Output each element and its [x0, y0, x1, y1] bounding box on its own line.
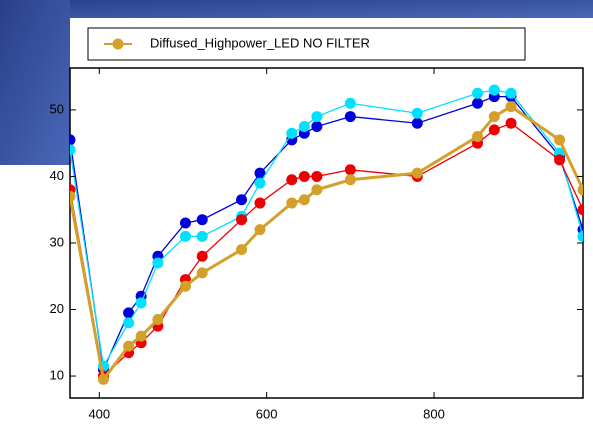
data-point	[488, 84, 500, 96]
data-point	[152, 257, 164, 269]
y-tick-label: 10	[50, 367, 64, 382]
data-point	[123, 307, 135, 319]
data-point	[286, 197, 298, 209]
data-point	[254, 197, 266, 209]
y-tick-label: 50	[50, 101, 64, 116]
data-point	[70, 134, 76, 146]
data-point	[311, 111, 323, 123]
data-point	[488, 124, 500, 136]
x-tick-label: 600	[256, 406, 278, 421]
data-point	[488, 111, 500, 123]
data-point	[298, 170, 310, 182]
data-point	[196, 230, 208, 242]
data-point	[236, 214, 248, 226]
data-point	[179, 230, 191, 242]
legend-marker	[112, 38, 124, 50]
legend-box	[87, 27, 526, 61]
data-point	[286, 127, 298, 139]
legend-label: Diffused_Highpower_LED NO FILTER	[150, 35, 370, 50]
data-point	[254, 167, 266, 179]
data-point	[577, 230, 583, 242]
data-point	[411, 167, 423, 179]
data-point	[577, 204, 583, 216]
x-tick-label: 400	[88, 406, 110, 421]
data-point	[411, 117, 423, 129]
data-point	[505, 87, 517, 99]
data-point	[311, 170, 323, 182]
data-point	[577, 184, 583, 196]
legend: Diffused_Highpower_LED NO FILTER	[87, 27, 526, 61]
data-point	[311, 121, 323, 133]
data-point	[254, 177, 266, 189]
data-point	[472, 131, 484, 143]
data-point	[344, 174, 356, 186]
data-point	[344, 164, 356, 176]
y-tick-label: 20	[50, 301, 64, 316]
data-point	[286, 174, 298, 186]
data-point	[196, 250, 208, 262]
x-tick-label: 800	[423, 406, 445, 421]
data-point	[236, 244, 248, 256]
data-point	[505, 117, 517, 129]
data-point	[70, 144, 76, 156]
data-point	[254, 224, 266, 236]
data-point	[298, 194, 310, 206]
background-strip	[0, 0, 593, 18]
data-point	[472, 87, 484, 99]
data-point	[179, 280, 191, 292]
data-point	[298, 121, 310, 133]
data-point	[123, 340, 135, 352]
data-point	[135, 297, 147, 309]
data-point	[344, 97, 356, 109]
data-point	[196, 214, 208, 226]
data-point	[554, 134, 566, 146]
data-point	[411, 107, 423, 119]
data-point	[123, 317, 135, 329]
data-point	[152, 313, 164, 325]
data-point	[311, 184, 323, 196]
y-tick-label: 40	[50, 168, 64, 183]
data-point	[135, 330, 147, 342]
plot-frame	[69, 67, 584, 399]
data-point	[505, 101, 517, 113]
data-point	[472, 97, 484, 109]
plot-area	[70, 84, 583, 385]
data-point	[70, 190, 76, 202]
data-point	[196, 267, 208, 279]
data-point	[97, 373, 109, 385]
background-panel	[0, 0, 70, 165]
data-point	[179, 217, 191, 229]
data-point	[554, 154, 566, 166]
y-tick-label: 30	[50, 234, 64, 249]
data-point	[236, 194, 248, 206]
data-point	[344, 111, 356, 123]
